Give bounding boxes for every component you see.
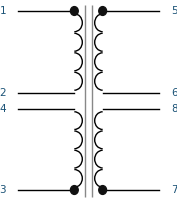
- Text: 8: 8: [171, 104, 177, 114]
- Text: 3: 3: [0, 185, 6, 195]
- Text: 7: 7: [171, 185, 177, 195]
- Text: 1: 1: [0, 6, 6, 16]
- Text: 5: 5: [171, 6, 177, 16]
- Circle shape: [99, 186, 107, 194]
- Circle shape: [70, 186, 78, 194]
- Circle shape: [70, 7, 78, 15]
- Circle shape: [99, 7, 107, 15]
- Text: 6: 6: [171, 88, 177, 98]
- Text: 2: 2: [0, 88, 6, 98]
- Text: 4: 4: [0, 104, 6, 114]
